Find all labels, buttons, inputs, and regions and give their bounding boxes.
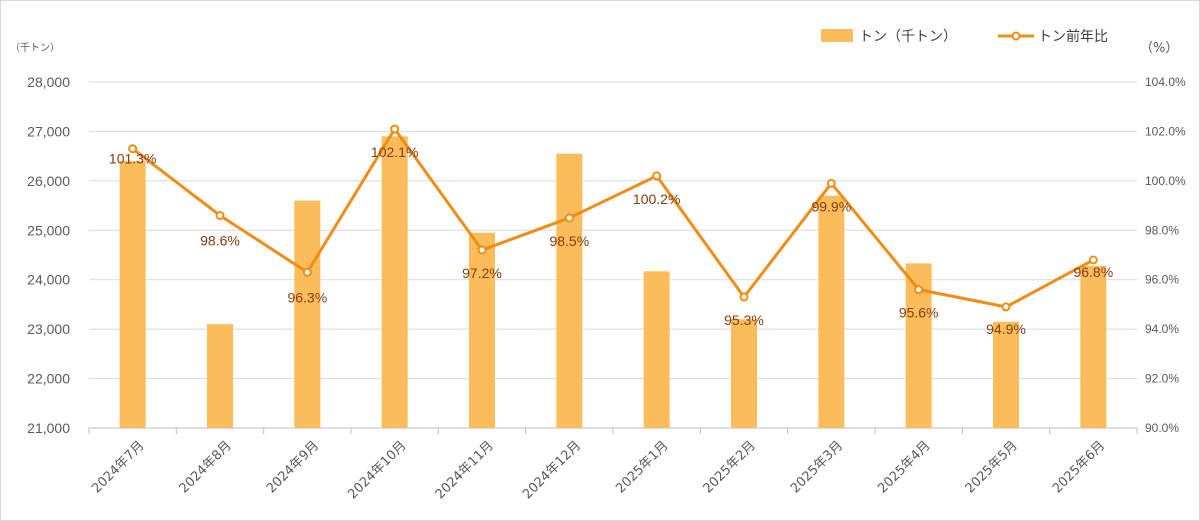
y-right-tick-label: 104.0% (1145, 75, 1186, 89)
y-left-tick-label: 23,000 (27, 321, 70, 337)
line-point (739, 292, 749, 302)
y-right-tick-label: 96.0% (1145, 273, 1179, 287)
bar (643, 271, 670, 428)
line-point (914, 285, 924, 295)
line-series (128, 124, 1098, 312)
y-left-tick-label: 26,000 (27, 173, 70, 189)
data-label: 94.9% (986, 321, 1026, 337)
data-labels: 101.3% 98.6% 96.3% 102.1% 97.2% 98.5% 100.2% 95… (109, 144, 1113, 337)
bar (381, 136, 408, 428)
data-label: 96.8% (1073, 264, 1113, 280)
line-point (826, 178, 836, 188)
x-tick-label: 2025年6月 (1050, 438, 1108, 496)
data-label: 98.6% (200, 232, 240, 248)
y-left-tick-label: 21,000 (27, 420, 70, 436)
data-label: 99.9% (811, 198, 851, 214)
line-point (128, 144, 138, 154)
x-tick-label: 2024年12月 (520, 438, 584, 502)
data-label: 95.3% (724, 312, 764, 328)
legend-swatch-bar (821, 29, 853, 42)
legend-label: トン（千トン） (859, 29, 957, 45)
line-point (1088, 255, 1098, 265)
y-left-tick-label: 22,000 (27, 371, 70, 387)
x-tick-label: 2025年4月 (875, 438, 933, 496)
line-point (652, 171, 662, 181)
line-path (131, 127, 1095, 309)
x-tick-label: 2024年11月 (433, 438, 497, 502)
data-label: 102.1% (371, 144, 418, 160)
legend: トン（千トン） トン前年比 (821, 28, 1108, 45)
y-right-tick-label: 90.0% (1145, 421, 1179, 435)
line-point (564, 213, 574, 223)
bar (1080, 265, 1107, 428)
legend-label: トン前年比 (1038, 28, 1108, 45)
gridlines (89, 81, 1137, 429)
bar (294, 200, 321, 428)
data-label: 101.3% (109, 151, 156, 167)
bar-series (119, 136, 1107, 429)
y-right-tick-label: 102.0% (1145, 124, 1186, 138)
y-right-tick-label: 92.0% (1145, 372, 1179, 386)
x-tick-label: 2024年8月 (177, 438, 235, 496)
y-left-tick-label: 25,000 (27, 222, 70, 238)
bar (818, 195, 845, 428)
data-label: 95.6% (899, 305, 939, 321)
bar (119, 161, 146, 429)
y-left-tick-label: 24,000 (27, 272, 70, 288)
x-tick-label: 2024年7月 (89, 438, 147, 496)
line-point (302, 267, 312, 277)
line-point (1001, 302, 1011, 312)
data-label: 100.2% (633, 191, 680, 207)
y-right-tick-label: 100.0% (1145, 174, 1186, 188)
x-tick-label: 2024年10月 (345, 438, 409, 502)
y-right-unit: （%） (1140, 41, 1178, 56)
data-label: 97.2% (462, 265, 502, 281)
y-left-unit: （千トン） (10, 42, 60, 54)
data-label: 98.5% (549, 233, 589, 249)
y-right-tick-label: 98.0% (1145, 223, 1179, 237)
x-tick-label: 2025年3月 (788, 438, 846, 496)
bar (731, 319, 757, 428)
bar (993, 321, 1019, 428)
y-left-tick-label: 28,000 (27, 74, 70, 90)
bar (556, 153, 583, 428)
y-right-tick-label: 94.0% (1145, 322, 1179, 336)
x-tick-label: 2025年2月 (701, 438, 759, 496)
x-tick-label: 2025年1月 (613, 438, 671, 496)
x-tick-label: 2024年9月 (264, 438, 322, 496)
line-point (215, 210, 225, 220)
axes: 21,000 90.0% 22,000 92.0% 23,000 94.0% 24,000 9… (10, 41, 1186, 502)
y-left-tick-label: 27,000 (27, 123, 70, 139)
bar (207, 324, 233, 428)
bar (469, 232, 495, 428)
data-label: 96.3% (287, 289, 327, 305)
x-tick-label: 2025年5月 (963, 438, 1021, 496)
line-point (477, 245, 487, 255)
line-point (390, 124, 400, 134)
legend-swatch-marker (1011, 31, 1021, 41)
